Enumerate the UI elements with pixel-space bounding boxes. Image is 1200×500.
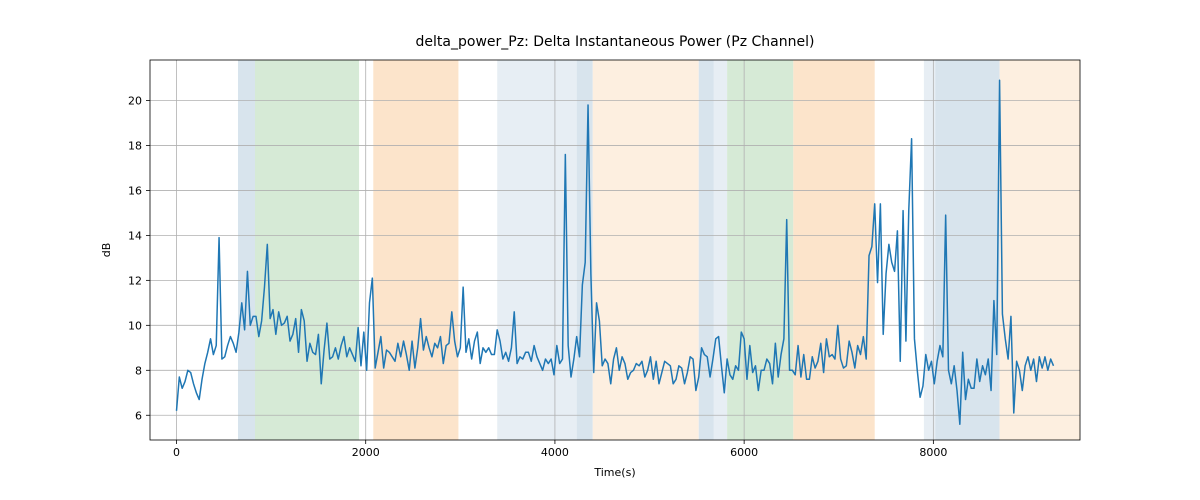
shaded-region-9	[793, 60, 874, 440]
ytick-label: 16	[128, 184, 142, 197]
ytick-label: 8	[135, 364, 142, 377]
xtick-label: 6000	[730, 446, 758, 459]
ylabel: dB	[100, 243, 113, 258]
chart-title: delta_power_Pz: Delta Instantaneous Powe…	[416, 34, 815, 50]
shaded-region-5	[593, 60, 699, 440]
shaded-region-1	[255, 60, 359, 440]
ytick-label: 14	[128, 229, 142, 242]
shaded-region-8	[727, 60, 793, 440]
eeg-power-chart: 0 2000 4000 6000 8000 6 8 10 12 14 16 18 20 Time(s) dB…	[0, 0, 1200, 500]
xtick-label: 0	[173, 446, 180, 459]
ytick-label: 12	[128, 274, 142, 287]
shaded-region-3	[497, 60, 576, 440]
shaded-region-12	[1000, 60, 1080, 440]
ytick-label: 6	[135, 409, 142, 422]
shaded-region-6	[699, 60, 714, 440]
xtick-label: 8000	[919, 446, 947, 459]
ytick-label: 18	[128, 139, 142, 152]
xtick-label: 4000	[541, 446, 569, 459]
xtick-label: 2000	[352, 446, 380, 459]
shaded-region-0	[238, 60, 255, 440]
shaded-region-2	[373, 60, 458, 440]
ytick-label: 20	[128, 94, 142, 107]
xlabel: Time(s)	[593, 466, 635, 479]
ytick-label: 10	[128, 319, 142, 332]
